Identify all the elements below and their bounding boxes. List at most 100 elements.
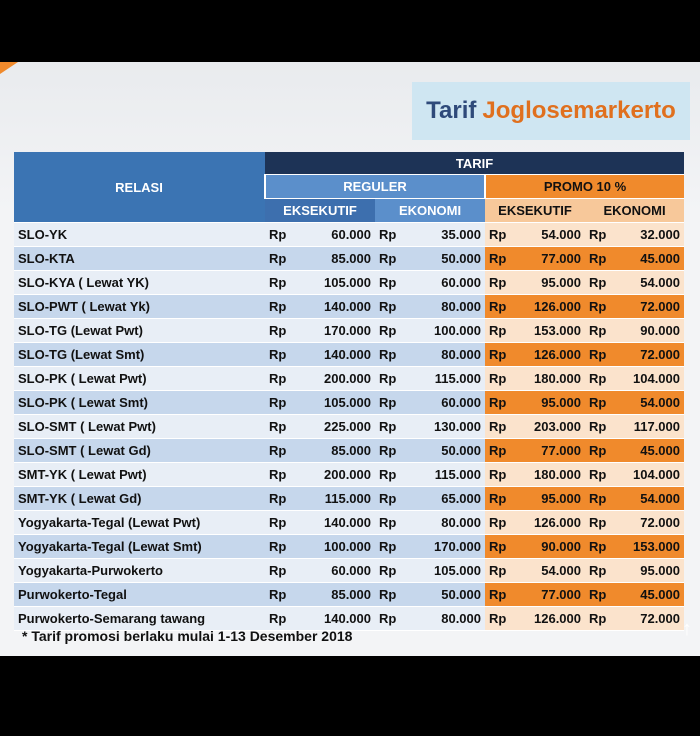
promo-ekonomi-cell: Rp 54.000: [585, 270, 684, 295]
price-value: 105.000: [434, 563, 481, 578]
price-value: 153.000: [534, 323, 581, 338]
promo-ekonomi-cell: Rp 153.000: [585, 534, 684, 559]
currency-label: Rp: [379, 563, 397, 578]
currency-label: Rp: [589, 443, 607, 458]
price-value: 130.000: [434, 419, 481, 434]
table-row: SLO-TG (Lewat Pwt) Rp 170.000 Rp 100.000 Rp 15…: [14, 318, 684, 343]
price-value: 203.000: [534, 419, 581, 434]
currency-label: Rp: [489, 611, 507, 626]
currency-label: Rp: [269, 323, 287, 338]
currency-label: Rp: [269, 563, 287, 578]
relasi-cell: SLO-PK ( Lewat Pwt): [14, 366, 265, 391]
reguler-ekonomi-cell: Rp 80.000: [375, 510, 485, 535]
relasi-cell: SLO-TG (Lewat Smt): [14, 342, 265, 367]
promo-ekonomi-cell: Rp 95.000: [585, 558, 684, 583]
currency-label: Rp: [489, 467, 507, 482]
currency-label: Rp: [269, 467, 287, 482]
promo-eksekutif-cell: Rp 95.000: [485, 486, 585, 511]
currency-label: Rp: [269, 515, 287, 530]
price-value: 140.000: [324, 515, 371, 530]
promo-ekonomi-cell: Rp 45.000: [585, 582, 684, 607]
relasi-cell: Yogyakarta-Purwokerto: [14, 558, 265, 583]
table-row: SLO-TG (Lewat Smt) Rp 140.000 Rp 80.000 Rp 126…: [14, 342, 684, 367]
price-value: 105.000: [324, 395, 371, 410]
price-value: 95.000: [541, 395, 581, 410]
promo-ekonomi-cell: Rp 45.000: [585, 246, 684, 271]
currency-label: Rp: [489, 539, 507, 554]
table-row: Yogyakarta-Tegal (Lewat Pwt) Rp 140.000 Rp 8…: [14, 510, 684, 535]
promo-eksekutif-cell: Rp 54.000: [485, 222, 585, 247]
price-value: 65.000: [441, 491, 481, 506]
currency-label: Rp: [379, 323, 397, 338]
header-promo-ekonomi: EKONOMI: [585, 198, 684, 223]
currency-label: Rp: [489, 371, 507, 386]
header-promo: PROMO 10 %: [485, 174, 684, 199]
promo-ekonomi-cell: Rp 72.000: [585, 510, 684, 535]
price-value: 104.000: [633, 371, 680, 386]
price-value: 77.000: [541, 587, 581, 602]
table-row: SLO-PK ( Lewat Pwt) Rp 200.000 Rp 115.000 Rp 1…: [14, 366, 684, 391]
price-value: 60.000: [441, 275, 481, 290]
footnote: * Tarif promosi berlaku mulai 1-13 Desem…: [22, 628, 353, 644]
price-value: 126.000: [534, 515, 581, 530]
reguler-ekonomi-cell: Rp 50.000: [375, 582, 485, 607]
price-value: 225.000: [324, 419, 371, 434]
price-value: 72.000: [640, 347, 680, 362]
price-value: 170.000: [434, 539, 481, 554]
price-value: 180.000: [534, 467, 581, 482]
price-value: 115.000: [324, 491, 371, 506]
relasi-cell: SMT-YK ( Lewat Gd): [14, 486, 265, 511]
promo-ekonomi-cell: Rp 90.000: [585, 318, 684, 343]
currency-label: Rp: [379, 611, 397, 626]
currency-label: Rp: [489, 275, 507, 290]
relasi-cell: SLO-SMT ( Lewat Pwt): [14, 414, 265, 439]
price-value: 45.000: [640, 443, 680, 458]
currency-label: Rp: [269, 611, 287, 626]
price-value: 54.000: [541, 563, 581, 578]
price-value: 77.000: [541, 443, 581, 458]
currency-label: Rp: [269, 539, 287, 554]
price-value: 126.000: [534, 299, 581, 314]
promo-ekonomi-cell: Rp 104.000: [585, 462, 684, 487]
reguler-eksekutif-cell: Rp 85.000: [265, 582, 375, 607]
price-value: 200.000: [324, 371, 371, 386]
price-value: 126.000: [534, 347, 581, 362]
currency-label: Rp: [269, 491, 287, 506]
currency-label: Rp: [379, 539, 397, 554]
currency-label: Rp: [379, 395, 397, 410]
table-row: SMT-YK ( Lewat Pwt) Rp 200.000 Rp 115.000 Rp 1…: [14, 462, 684, 487]
promo-eksekutif-cell: Rp 95.000: [485, 390, 585, 415]
promo-eksekutif-cell: Rp 153.000: [485, 318, 585, 343]
table-row: SLO-PK ( Lewat Smt) Rp 105.000 Rp 60.000 Rp 95…: [14, 390, 684, 415]
price-value: 153.000: [633, 539, 680, 554]
reguler-eksekutif-cell: Rp 85.000: [265, 438, 375, 463]
promo-eksekutif-cell: Rp 180.000: [485, 462, 585, 487]
reguler-ekonomi-cell: Rp 115.000: [375, 366, 485, 391]
currency-label: Rp: [489, 419, 507, 434]
reguler-ekonomi-cell: Rp 130.000: [375, 414, 485, 439]
table-row: Purwokerto-Semarang tawang Rp 140.000 Rp 80.…: [14, 606, 684, 631]
reguler-eksekutif-cell: Rp 85.000: [265, 246, 375, 271]
currency-label: Rp: [379, 227, 397, 242]
promo-eksekutif-cell: Rp 77.000: [485, 246, 585, 271]
currency-label: Rp: [489, 443, 507, 458]
reguler-eksekutif-cell: Rp 140.000: [265, 606, 375, 631]
relasi-cell: Purwokerto-Tegal: [14, 582, 265, 607]
reguler-eksekutif-cell: Rp 105.000: [265, 270, 375, 295]
currency-label: Rp: [589, 563, 607, 578]
promo-eksekutif-cell: Rp 77.000: [485, 582, 585, 607]
currency-label: Rp: [489, 227, 507, 242]
currency-label: Rp: [379, 467, 397, 482]
promo-ekonomi-cell: Rp 32.000: [585, 222, 684, 247]
price-value: 95.000: [541, 275, 581, 290]
reguler-eksekutif-cell: Rp 200.000: [265, 462, 375, 487]
relasi-cell: Purwokerto-Semarang tawang: [14, 606, 265, 631]
currency-label: Rp: [489, 299, 507, 314]
header-relasi: RELASI: [14, 152, 265, 223]
promo-eksekutif-cell: Rp 126.000: [485, 606, 585, 631]
promo-eksekutif-cell: Rp 77.000: [485, 438, 585, 463]
page-title: Tarif Joglosemarkerto: [412, 82, 690, 140]
table-row: Yogyakarta-Tegal (Lewat Smt) Rp 100.000 Rp 1…: [14, 534, 684, 559]
header-reguler-ekonomi: EKONOMI: [375, 198, 485, 223]
promo-ekonomi-cell: Rp 104.000: [585, 366, 684, 391]
